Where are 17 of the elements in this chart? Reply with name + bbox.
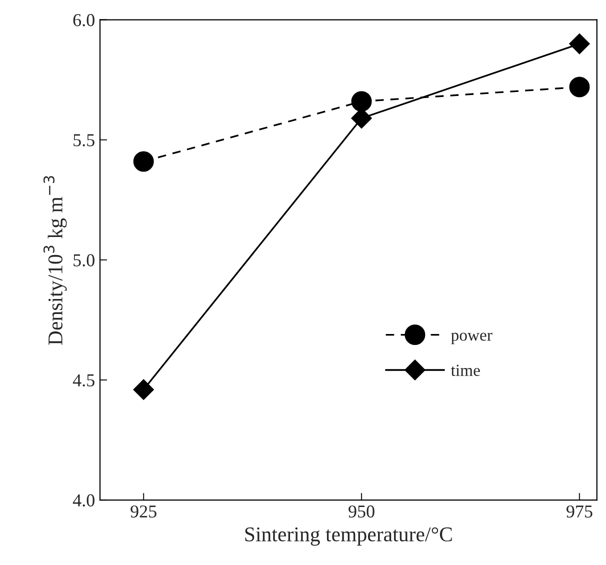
point — [133, 379, 154, 400]
x-tick-label: 925 — [130, 505, 156, 518]
y-tick-label: 4.5 — [72, 374, 94, 386]
x-axis-title: Sintering temperature/°C — [245, 527, 452, 546]
point — [569, 76, 590, 98]
x-tick-label: 975 — [566, 505, 592, 518]
y-axis-title: Density/10$^{3}$ kg m$^{−3}$ — [43, 176, 67, 345]
y-tick-label: 6.0 — [73, 14, 94, 26]
legend-label: power — [451, 332, 492, 344]
point — [351, 91, 372, 112]
legend-label: time — [450, 364, 480, 376]
y-tick-label: 5.0 — [74, 254, 94, 266]
x-tick-label: 950 — [348, 505, 374, 518]
point — [569, 33, 590, 54]
point — [133, 151, 154, 172]
y-tick-label: 5.5 — [74, 134, 94, 146]
y-tick-label: 4.0 — [72, 494, 94, 507]
